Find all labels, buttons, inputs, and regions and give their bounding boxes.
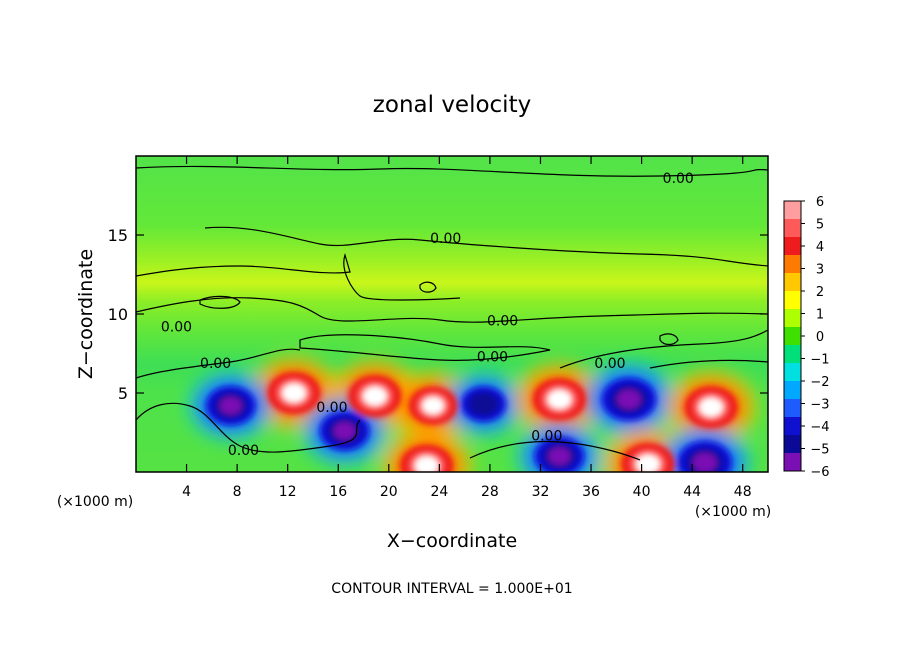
- colorbar-segment: [784, 201, 801, 220]
- colorbar-segment: [784, 273, 801, 292]
- x-tick-label: 28: [481, 484, 499, 500]
- x-tick-label: 24: [430, 484, 448, 500]
- colorbar-label: 4: [816, 240, 824, 255]
- colorbar-segment: [784, 417, 801, 436]
- colorbar-segment: [784, 291, 801, 310]
- x-axis-label: X−coordinate: [387, 530, 517, 552]
- y-axis-label: Z−coordinate: [75, 249, 97, 379]
- colorbar-label: 2: [816, 285, 824, 300]
- heatmap-field: 0.00 0.00 0.00 0.00 0.00 0.00 0.00 0.00 0.00 0.00: [136, 156, 768, 472]
- contour-label: 0.00: [430, 231, 461, 247]
- y-axis: [136, 234, 768, 394]
- colorbar-segment: [784, 345, 801, 364]
- anomaly-peak: [282, 383, 306, 403]
- chart-title: zonal velocity: [373, 92, 531, 118]
- y-tick-labels: 5 10 15: [108, 226, 128, 403]
- colorbar-label: 6: [816, 195, 824, 210]
- x-unit-left: (×1000 m): [57, 494, 133, 510]
- anomaly-peak: [547, 389, 572, 409]
- anomaly-peak: [362, 386, 387, 406]
- colorbar-label: −4: [810, 420, 829, 435]
- contour-label: 0.00: [200, 356, 231, 372]
- x-tick-label: 4: [182, 484, 191, 500]
- contour-line: [136, 402, 361, 453]
- colorbar-segment: [784, 453, 801, 472]
- x-tick-label: 8: [233, 484, 242, 500]
- x-tick-labels: 4 8 12 16 20 24 28 32 36 40 44 48: [182, 484, 752, 500]
- anomaly-peak: [219, 397, 242, 415]
- y-tick-label: 5: [118, 384, 128, 403]
- colorbar-segment: [784, 255, 801, 274]
- colorbar-segment: [784, 363, 801, 382]
- contour-line: [419, 281, 437, 293]
- contour-line: [136, 252, 461, 301]
- anomaly-peak: [617, 389, 641, 409]
- contour-line: [204, 226, 768, 267]
- contour-interval-note: CONTOUR INTERVAL = 1.000E+01: [331, 581, 572, 597]
- x-tick-label: 20: [380, 484, 398, 500]
- anomaly-peak: [422, 397, 444, 415]
- colorbar-label: −6: [810, 465, 829, 480]
- contour-labels: 0.00 0.00 0.00 0.00 0.00 0.00 0.00 0.00 0.00 0.00: [161, 171, 694, 459]
- x-axis: [185, 156, 744, 472]
- x-tick-label: 32: [532, 484, 550, 500]
- anomaly-peak: [636, 454, 660, 472]
- colorbar-label: 1: [816, 308, 824, 323]
- anomaly-peak: [414, 456, 439, 472]
- colorbar-segment: [784, 435, 801, 454]
- colorbar-label: 5: [816, 218, 824, 233]
- colorbar-segment: [784, 237, 801, 256]
- anomaly-peak: [692, 453, 717, 472]
- contour-label: 0.00: [228, 443, 259, 459]
- colorbar-label: −5: [810, 443, 829, 458]
- contour-label: 0.00: [487, 313, 518, 329]
- contour-line: [299, 334, 551, 361]
- contour-label: 0.00: [663, 171, 694, 187]
- colorbar-label: −2: [810, 375, 829, 390]
- x-tick-label: 40: [633, 484, 651, 500]
- contour-label: 0.00: [161, 320, 192, 336]
- x-tick-label: 48: [734, 484, 752, 500]
- x-unit-right: (×1000 m): [695, 504, 771, 520]
- contour-line: [649, 359, 768, 369]
- anomaly-peak: [333, 422, 356, 440]
- contour-label: 0.00: [594, 356, 625, 372]
- colorbar-segment: [784, 381, 801, 400]
- contour-label: 0.00: [531, 429, 562, 445]
- y-tick-label: 10: [108, 305, 128, 324]
- x-tick-label: 36: [582, 484, 600, 500]
- contour-line: [469, 440, 641, 461]
- colorbar: [783, 200, 805, 472]
- contour-line: [136, 348, 301, 379]
- colorbar-label: 0: [816, 330, 824, 345]
- anomaly-peak: [548, 447, 571, 465]
- x-tick-label: 12: [279, 484, 297, 500]
- contour-label: 0.00: [477, 350, 508, 366]
- y-tick-label: 15: [108, 226, 128, 245]
- x-tick-label: 16: [329, 484, 347, 500]
- colorbar-segment: [784, 219, 801, 238]
- colorbar-labels: 6 5 4 3 2 1 0 −1 −2 −3 −4 −5 −6: [810, 195, 829, 480]
- contour-line: [199, 295, 241, 309]
- colorbar-label: 3: [816, 263, 824, 278]
- contour-line: [659, 333, 679, 346]
- colorbar-segment: [784, 399, 801, 418]
- colorbar-segment: [784, 327, 801, 346]
- anomaly-peak: [699, 397, 724, 417]
- contour-line: [136, 165, 768, 177]
- anomaly-core: [468, 392, 499, 416]
- contour-line: [136, 297, 768, 323]
- contour-lines: [136, 165, 768, 461]
- colorbar-label: −1: [810, 353, 829, 368]
- anomaly-cores: [206, 371, 738, 472]
- colorbar-label: −3: [810, 398, 829, 413]
- contour-line: [559, 329, 768, 369]
- colorbar-segment: [784, 309, 801, 328]
- contour-label: 0.00: [316, 400, 347, 416]
- x-tick-label: 44: [683, 484, 701, 500]
